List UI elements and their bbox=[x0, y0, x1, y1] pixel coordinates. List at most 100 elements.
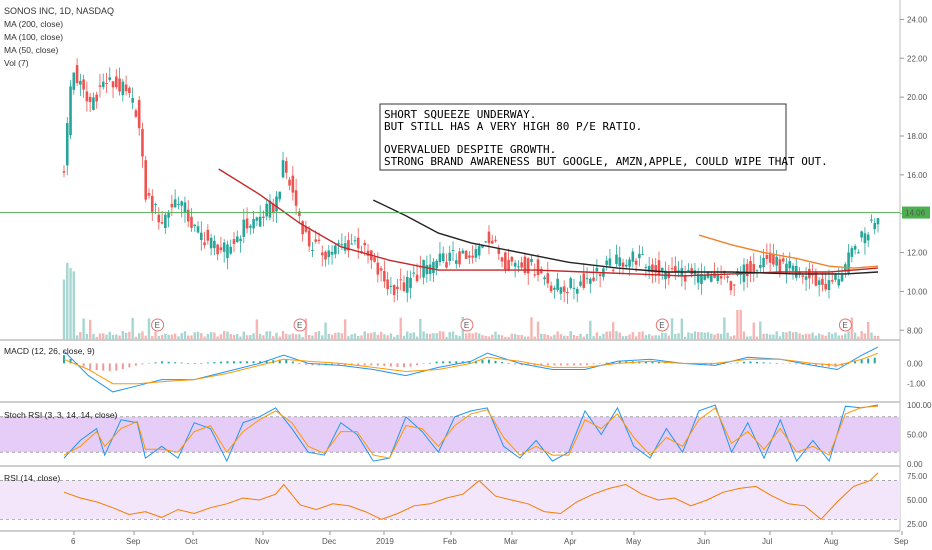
volume-bar bbox=[860, 331, 863, 340]
indicator-ma200[interactable]: MA (200, close) bbox=[4, 19, 63, 29]
candle-body bbox=[654, 265, 658, 273]
volume-bar bbox=[674, 333, 677, 340]
candle-body bbox=[860, 231, 863, 238]
volume-bar bbox=[321, 335, 324, 340]
volume-bar bbox=[840, 335, 844, 340]
macd-histogram-bar bbox=[442, 361, 445, 364]
stoch-rsi-title[interactable]: Stoch RSI (3, 3, 14, 14, close) bbox=[4, 410, 118, 420]
volume-bar bbox=[409, 333, 412, 340]
indicator-ma100[interactable]: MA (100, close) bbox=[4, 32, 63, 42]
indicator-ma50[interactable]: MA (50, close) bbox=[4, 45, 58, 55]
volume-bar bbox=[252, 333, 255, 340]
annotation-box[interactable]: SHORT SQUEEZE UNDERWAY. BUT STILL HAS A … bbox=[379, 103, 828, 171]
price-tick-label: 20.00 bbox=[907, 93, 928, 102]
volume-bar bbox=[451, 331, 455, 340]
candle-body bbox=[454, 260, 458, 264]
candle-body bbox=[549, 285, 553, 292]
volume-bar bbox=[160, 334, 164, 340]
volume-bar bbox=[863, 333, 867, 340]
candle-body bbox=[611, 269, 615, 271]
candle-body bbox=[409, 277, 412, 288]
candle-body bbox=[350, 243, 353, 245]
candle-body bbox=[298, 211, 301, 217]
volume-bar bbox=[595, 332, 599, 340]
candle-body bbox=[870, 219, 873, 221]
candle-body bbox=[222, 242, 226, 252]
volume-bar bbox=[556, 331, 559, 340]
volume-bar bbox=[719, 333, 723, 340]
volume-bar bbox=[79, 332, 82, 340]
volume-bar bbox=[527, 336, 530, 340]
volume-bar bbox=[772, 334, 775, 340]
volume-bar bbox=[340, 333, 344, 340]
macd-histogram-bar bbox=[298, 363, 301, 364]
candle-body bbox=[504, 252, 507, 270]
macd-histogram-bar bbox=[115, 363, 118, 371]
volume-bar bbox=[111, 334, 115, 340]
candle-body bbox=[402, 282, 406, 292]
candle-body bbox=[772, 253, 775, 265]
volume-bar bbox=[739, 310, 742, 340]
macd-title[interactable]: MACD (12, 26, close, 9) bbox=[4, 346, 95, 356]
volume-bar bbox=[602, 333, 605, 340]
volume-bar bbox=[608, 331, 612, 340]
volume-bar bbox=[491, 334, 494, 340]
macd-histogram-bar bbox=[128, 363, 131, 368]
candle-body bbox=[834, 273, 837, 280]
candle-body bbox=[213, 240, 216, 249]
candle-body bbox=[95, 94, 98, 102]
price-tick-label: 24.00 bbox=[907, 15, 928, 24]
volume-bar bbox=[435, 333, 438, 340]
macd-histogram-bar bbox=[716, 363, 719, 366]
volume-bar bbox=[134, 336, 138, 340]
volume-bar bbox=[687, 332, 690, 340]
volume-bar bbox=[190, 335, 193, 340]
volume-bar bbox=[857, 336, 860, 340]
macd-histogram-bar bbox=[304, 363, 307, 365]
candle-body bbox=[157, 214, 161, 223]
macd-histogram-bar bbox=[219, 361, 222, 364]
volume-bar bbox=[579, 333, 582, 340]
rsi-title[interactable]: RSI (14, close) bbox=[4, 473, 60, 483]
indicator-volume[interactable]: Vol (7) bbox=[4, 58, 29, 68]
candle-body bbox=[101, 81, 105, 88]
candle-body bbox=[301, 221, 304, 235]
earnings-marker bbox=[460, 318, 474, 332]
candle-body bbox=[824, 283, 827, 290]
volume-bar bbox=[108, 331, 111, 340]
volume-bar bbox=[530, 317, 533, 340]
volume-bar bbox=[425, 333, 429, 340]
volume-bar bbox=[229, 334, 232, 340]
macd-histogram-bar bbox=[520, 363, 523, 366]
candle-body bbox=[118, 78, 121, 92]
macd-histogram-bar bbox=[664, 362, 667, 364]
candle-body bbox=[827, 280, 831, 290]
volume-bar bbox=[376, 334, 380, 340]
macd-histogram-bar bbox=[448, 361, 451, 364]
candle-body bbox=[526, 258, 530, 274]
volume-bar bbox=[72, 271, 76, 340]
volume-bar bbox=[667, 335, 670, 340]
volume-bar bbox=[95, 336, 98, 340]
earnings-marker bbox=[838, 318, 852, 332]
candle-body bbox=[111, 81, 115, 88]
macd-histogram-bar bbox=[206, 362, 209, 364]
volume-bar bbox=[752, 322, 755, 340]
volume-bar bbox=[363, 331, 366, 340]
volume-bar bbox=[98, 333, 102, 340]
volume-bar bbox=[236, 334, 239, 340]
macd-histogram-bar bbox=[121, 363, 124, 369]
volume-bar bbox=[291, 333, 295, 340]
volume-bar bbox=[808, 334, 811, 340]
volume-bar bbox=[232, 334, 236, 340]
candle-body bbox=[105, 82, 108, 84]
macd-histogram-bar bbox=[383, 363, 386, 367]
candle-body bbox=[477, 246, 481, 256]
volume-bar bbox=[736, 310, 739, 340]
volume-bar bbox=[562, 335, 566, 340]
macd-signal-line bbox=[63, 352, 879, 385]
macd-histogram-bar bbox=[873, 357, 876, 364]
volume-bar bbox=[576, 335, 579, 340]
